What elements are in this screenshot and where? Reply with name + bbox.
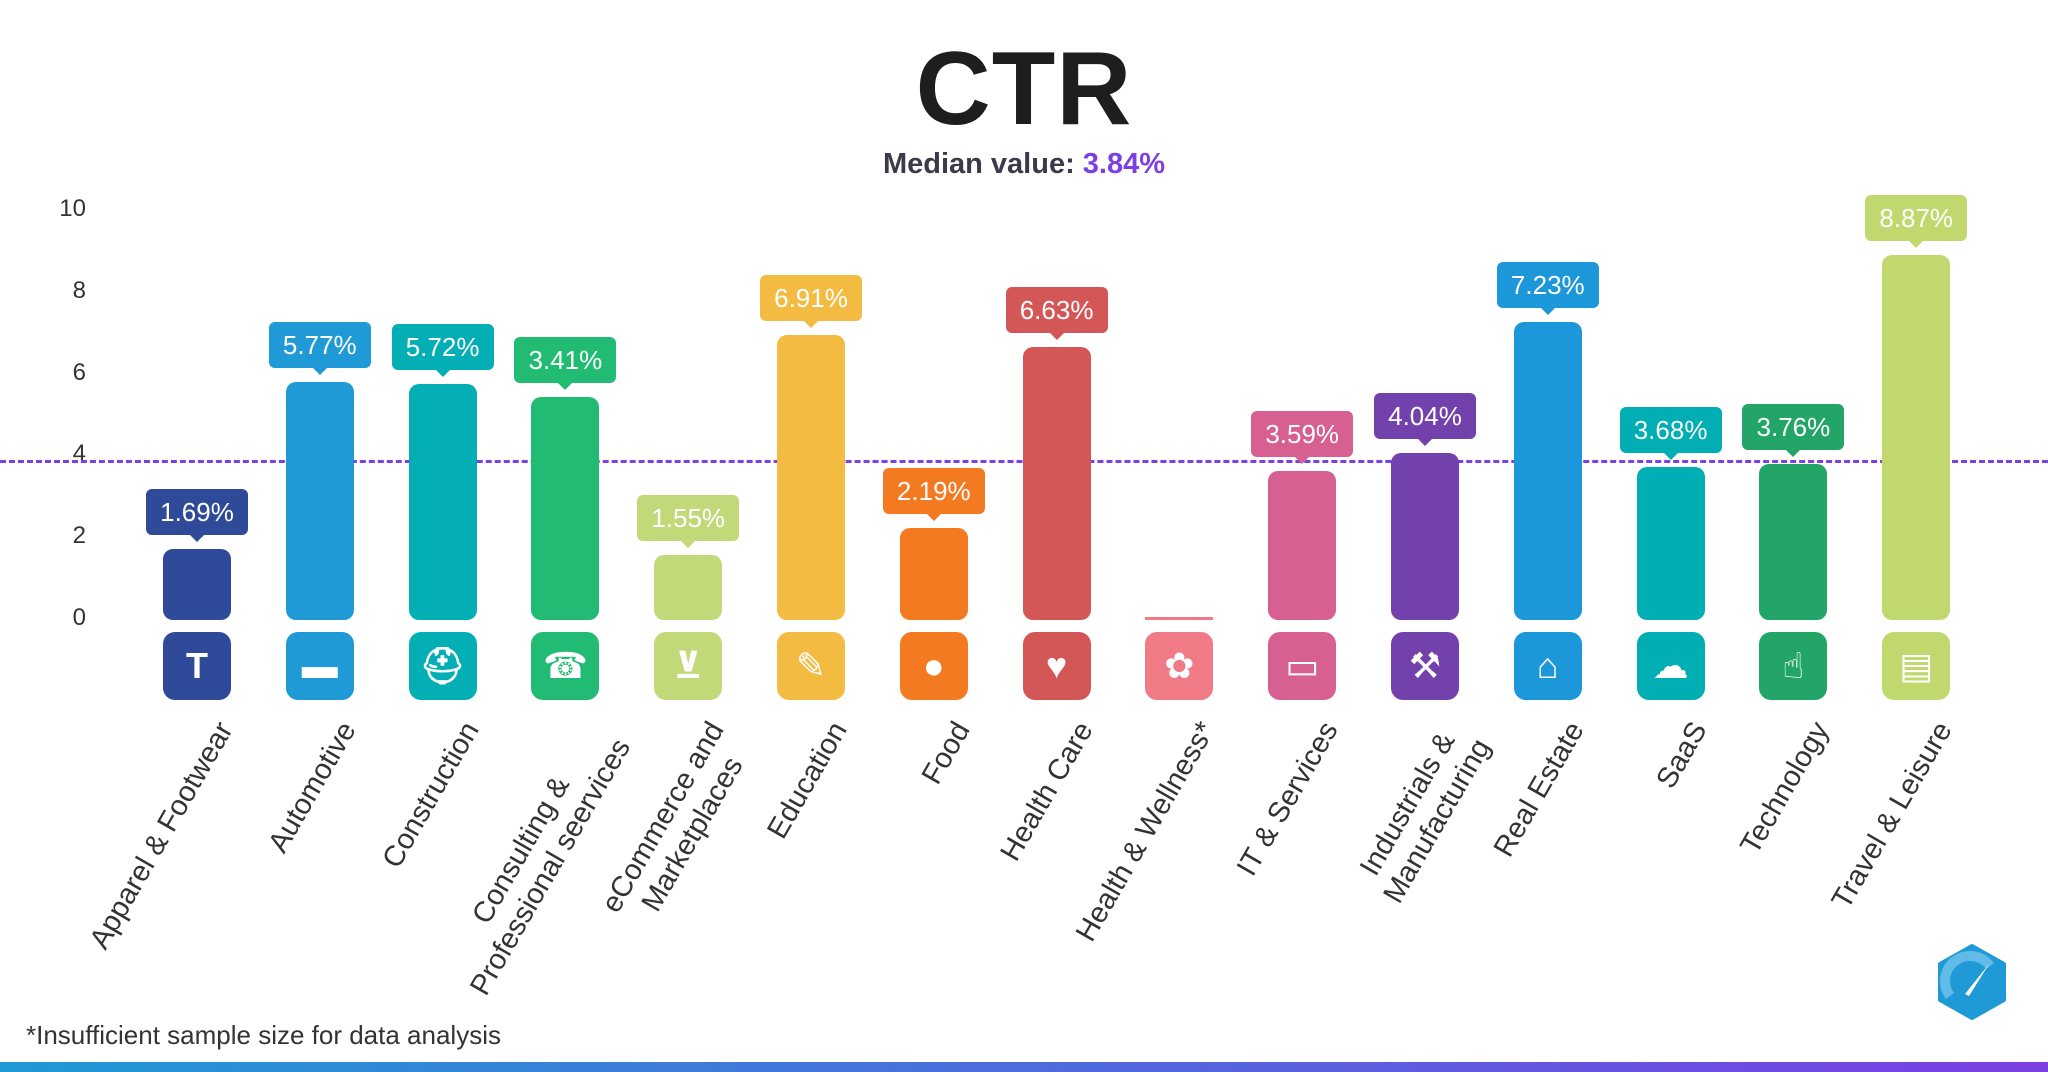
graduation-cap-icon: ✎ — [777, 632, 845, 700]
y-tick-label: 2 — [72, 522, 86, 550]
logo-gauge-icon — [1938, 944, 2006, 1020]
data-label: 7.23% — [1496, 262, 1599, 316]
factory-icon: ⚒ — [1391, 632, 1459, 700]
data-label: 3.41% — [514, 337, 617, 391]
bar-3 — [408, 384, 477, 620]
footnote: *Insufficient sample size for data analy… — [26, 1020, 501, 1050]
data-label: 5.77% — [268, 322, 371, 375]
category-label: Construction — [376, 716, 486, 874]
bar-2 — [285, 382, 354, 620]
house-key-icon: ⌂ — [1513, 632, 1582, 700]
data-label: 3.76% — [1742, 404, 1845, 458]
bar-11 — [1391, 452, 1459, 620]
category-label: Health & Wellness* — [1070, 716, 1222, 948]
category-label: Health Care — [994, 716, 1100, 867]
data-label: 3.59% — [1251, 411, 1354, 465]
y-tick-label: 6 — [72, 358, 86, 386]
category-label: Industrials & Manufacturing — [1354, 726, 1498, 909]
bar-9 — [1145, 617, 1214, 620]
category-label: Apparel & Footwear — [83, 716, 240, 955]
y-tick-label: 8 — [72, 276, 86, 304]
category-label: Automotive — [262, 716, 363, 859]
lotus-icon: ✿ — [1145, 632, 1214, 700]
category-label: SaaS — [1649, 716, 1714, 794]
bar-4 — [531, 397, 600, 620]
category-label: Travel & Leisure — [1826, 716, 1959, 915]
bar-12 — [1513, 322, 1582, 620]
data-label: 1.69% — [146, 488, 248, 542]
category-label: Technology — [1734, 716, 1836, 860]
chart-title: CTR — [915, 31, 1133, 147]
data-label: 5.72% — [391, 324, 494, 378]
cloud-icon: ☁ — [1636, 632, 1705, 700]
data-label: 4.04% — [1374, 392, 1476, 446]
y-tick-label: 0 — [72, 604, 86, 631]
median-value: 3.84% — [1082, 148, 1166, 180]
bar-13 — [1636, 467, 1705, 620]
data-label: 6.63% — [1005, 286, 1108, 340]
apple-icon: ● — [899, 632, 968, 700]
car-icon: ▬ — [285, 632, 354, 700]
heartbeat-icon: ♥ — [1022, 632, 1091, 700]
touch-network-icon: ☝ — [1759, 632, 1828, 700]
bar-14 — [1759, 464, 1828, 620]
bar-10 — [1268, 471, 1337, 620]
y-tick-label: 10 — [59, 195, 86, 222]
monitor-code-icon: ▭ — [1268, 632, 1337, 700]
suitcase-icon: ▤ — [1882, 632, 1951, 700]
data-label: 1.55% — [637, 494, 740, 548]
hard-hat-icon: ⛑ — [408, 632, 477, 700]
bar-15 — [1882, 255, 1951, 620]
chart-subtitle: Median value: 3.84% — [0, 148, 2048, 181]
shopping-cart-icon: ⊻ — [654, 632, 723, 700]
bar-7 — [899, 528, 968, 620]
category-label: Food — [915, 716, 977, 790]
bar-8 — [1022, 346, 1091, 620]
category-label: Education — [761, 716, 854, 845]
bar-6 — [777, 335, 845, 620]
data-label: 2.19% — [882, 468, 985, 522]
y-tick-label: 4 — [72, 440, 86, 468]
category-label: Real Estate — [1487, 716, 1591, 863]
phone-chat-icon: ☎ — [531, 632, 600, 700]
bar-1 — [163, 548, 231, 620]
data-label: 8.87% — [1865, 195, 1968, 249]
tshirt-icon: T — [163, 632, 231, 700]
data-label: 6.91% — [760, 275, 862, 329]
bar-5 — [654, 554, 723, 620]
data-label: 3.68% — [1619, 407, 1722, 461]
bottom-gradient-bar — [0, 1062, 2048, 1072]
median-label: Median value: — [882, 148, 1075, 180]
category-label: IT & Services — [1231, 716, 1345, 882]
